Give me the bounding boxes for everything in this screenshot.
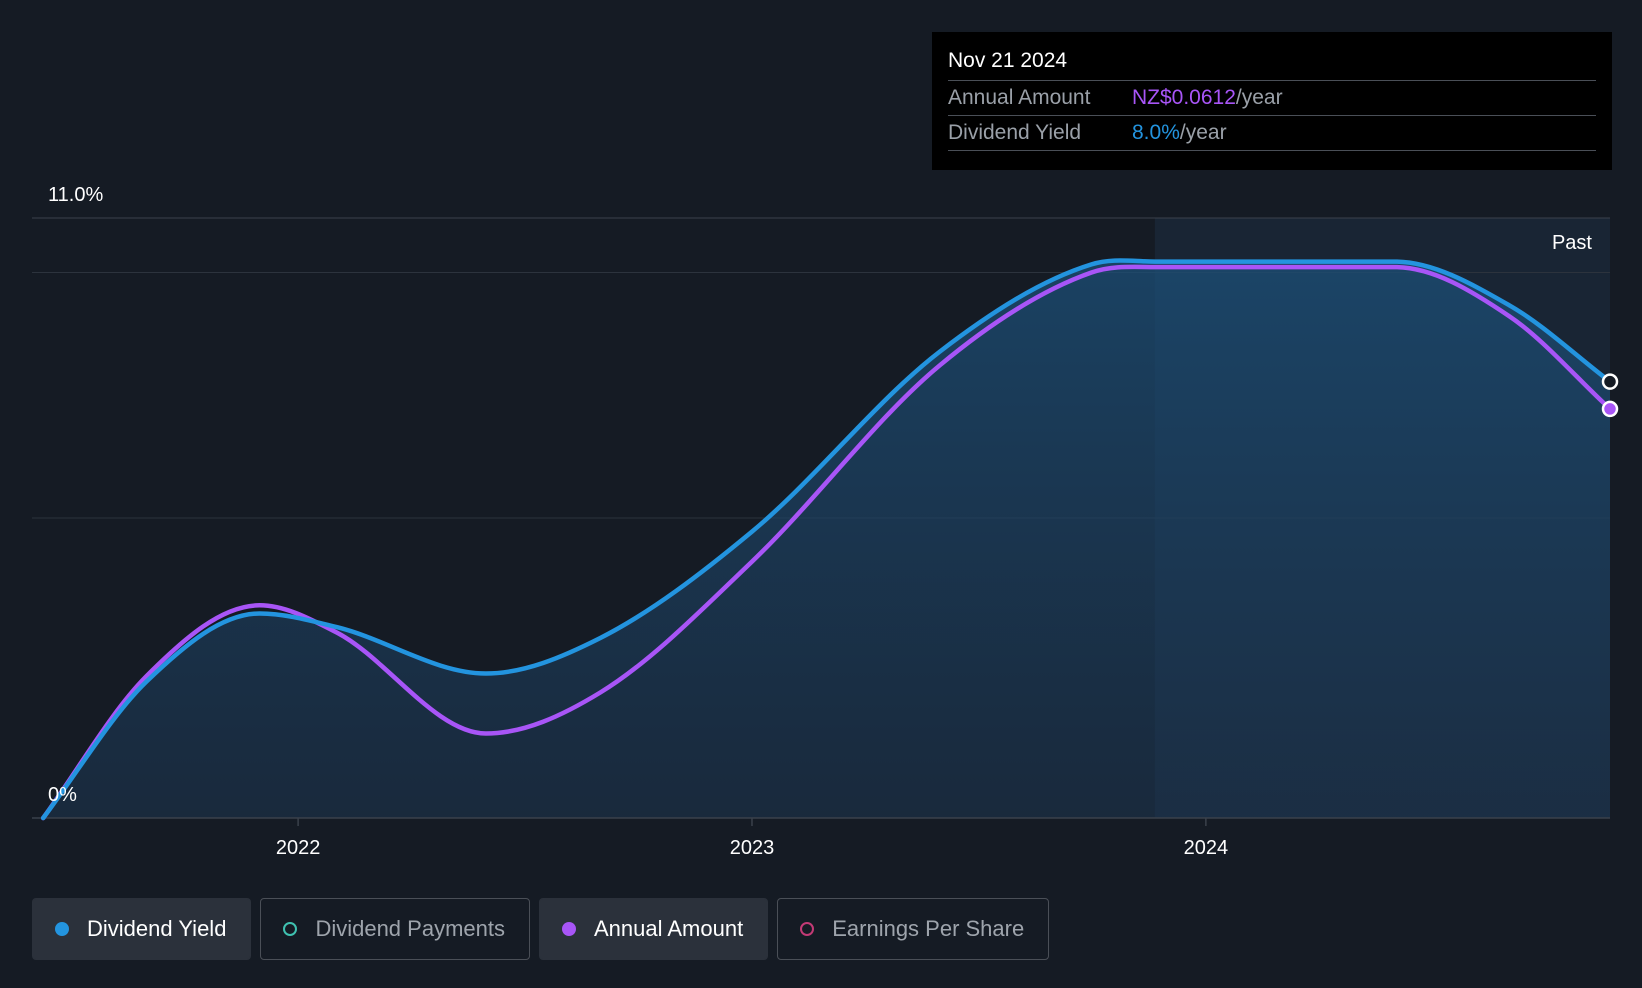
tooltip-label: Annual Amount — [948, 86, 1091, 109]
legend-label: Dividend Payments — [315, 916, 505, 941]
x-tick-label: 2023 — [730, 837, 775, 859]
earnings-per-share-ring-icon — [800, 922, 815, 936]
dividend-yield-area — [43, 260, 1611, 818]
x-ticks: 2022 2023 2024 — [276, 818, 1228, 859]
dividend-yield-line — [40, 258, 1613, 821]
tooltip-row-annual-amount: Annual Amount NZ$0.0612/year — [948, 81, 1596, 116]
legend-label: Annual Amount — [593, 916, 744, 941]
y-axis-bottom-label: 0% — [48, 784, 77, 806]
annual-amount-line — [40, 264, 1613, 821]
x-tick-label: 2022 — [276, 837, 321, 859]
legend-earnings-per-share[interactable]: Earnings Per Share — [777, 898, 1050, 960]
legend-annual-amount[interactable]: Annual Amount — [538, 898, 769, 960]
tooltip-value: NZ$0.0612/year — [1132, 86, 1283, 109]
tooltip-row-dividend-yield: Dividend Yield 8.0%/year — [948, 116, 1596, 151]
chart-legend: Dividend Yield Dividend Payments Annual … — [32, 898, 1050, 960]
annual-amount-end-marker — [1601, 400, 1619, 418]
y-axis-top-label: 11.0% — [48, 184, 103, 206]
legend-dividend-yield[interactable]: Dividend Yield — [32, 898, 252, 960]
legend-label: Dividend Yield — [87, 916, 227, 941]
legend-dividend-payments[interactable]: Dividend Payments — [260, 898, 530, 960]
tooltip-value: 8.0%/year — [1132, 121, 1227, 144]
annual-amount-dot-icon — [561, 922, 576, 936]
tooltip-date: Nov 21 2024 — [948, 46, 1596, 81]
past-label: Past — [1552, 232, 1592, 254]
dividend-payments-ring-icon — [283, 922, 298, 936]
dividend-yield-end-marker — [1601, 373, 1619, 390]
tooltip-label: Dividend Yield — [948, 121, 1082, 144]
chart-tooltip: Nov 21 2024 Annual Amount NZ$0.0612/year… — [932, 32, 1612, 170]
dividend-yield-dot-icon — [55, 922, 69, 936]
legend-label: Earnings Per Share — [832, 916, 1025, 941]
x-tick-label: 2024 — [1184, 837, 1229, 859]
